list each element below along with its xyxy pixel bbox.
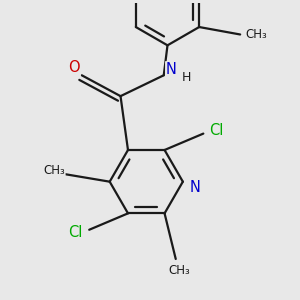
Text: H: H [182,71,191,84]
Text: O: O [68,60,80,75]
Text: Cl: Cl [69,225,83,240]
Text: CH₃: CH₃ [246,28,267,41]
Text: Cl: Cl [210,123,224,138]
Text: CH₃: CH₃ [169,264,190,277]
Text: N: N [166,62,177,77]
Text: N: N [189,180,200,195]
Text: CH₃: CH₃ [43,164,65,177]
